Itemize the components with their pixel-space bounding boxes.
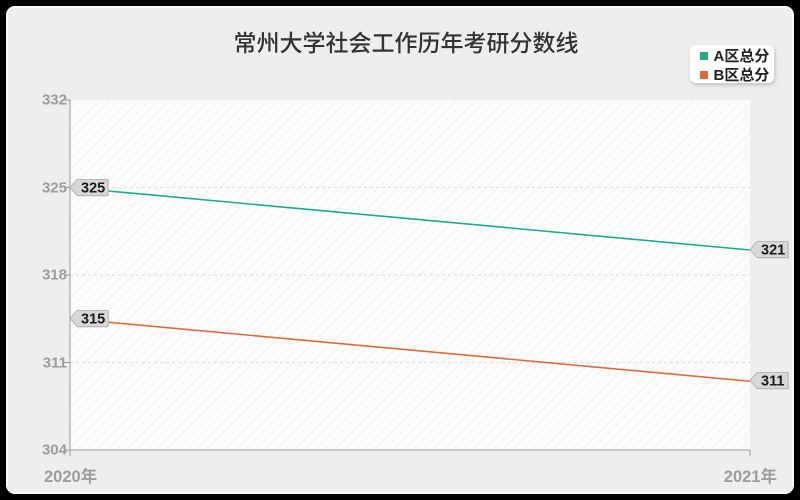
svg-text:315: 315	[81, 311, 105, 327]
svg-text:325: 325	[81, 180, 105, 196]
svg-text:311: 311	[761, 374, 784, 390]
svg-text:321: 321	[761, 243, 785, 259]
